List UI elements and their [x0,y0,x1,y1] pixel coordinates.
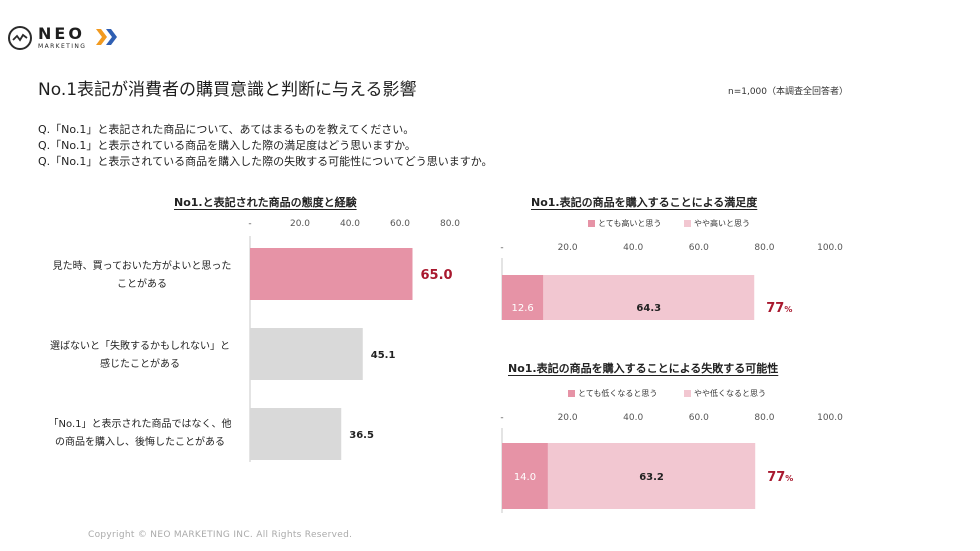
chart1-category-label: 選ばないと「失敗するかもしれない」と 感じたことがある [40,338,240,374]
chart3-tick-label: 20.0 [558,413,578,423]
chart3-bar-segment [547,443,756,509]
chart2-value-label: 64.3 [636,303,661,314]
logo-mark-icon [8,26,32,50]
chart3-bar-segment [502,443,548,509]
chart1-value-label: 36.5 [349,430,374,441]
chart3-tick-label: 60.0 [689,413,709,423]
chart2-tick-label: - [500,243,503,253]
chart2-legend-item: やや高いと思う [684,218,750,229]
chart3-tick-label: 40.0 [623,413,643,423]
chart2-tick-label: 80.0 [754,243,774,253]
company-logo: NEO MARKETING [8,24,118,54]
chart1-bar [250,248,413,300]
legend-label: とても高いと思う [598,219,662,228]
chart1-title: No1.と表記された商品の態度と経験 [174,196,357,209]
sample-size-note: n=1,000（本調査全回答者） [728,87,849,97]
chart3-tick-label: 80.0 [754,413,774,423]
chevron-arrows-icon [96,29,117,45]
chart1-tick-label: 60.0 [390,219,410,229]
chart1-tick-label: - [248,219,251,229]
chart1-bar [250,328,363,380]
chart2-tick-label: 100.0 [817,243,843,253]
chart2-total-value: 77 [766,301,784,316]
logo-name: NEO [38,24,85,43]
legend-label: とても低くなると思う [578,389,658,398]
chart1-category-label: 「No.1」と表示された商品ではなく、他 の商品を購入し、後悔したことがある [40,416,240,452]
legend-swatch [568,390,575,397]
question-1: Q.「No.1」と表記された商品について、あてはまるものを教えてください。 [38,123,415,136]
chart2-legend-item: とても高いと思う [588,218,661,229]
chart2-title: No1.表記の商品を購入することによる満足度 [531,196,758,209]
chart1-tick-label: 80.0 [440,219,460,229]
category-line: 「No.1」と表示された商品ではなく、他 [48,419,232,430]
chart1-value-label: 65.0 [421,268,453,283]
category-line: ことがある [117,279,167,290]
chart2-tick-label: 20.0 [558,243,578,253]
logo-subtitle: MARKETING [38,43,87,50]
chart1-value-label: 45.1 [371,350,396,361]
chart2-bar-segment [502,275,544,320]
chart2-total-unit: % [784,305,792,314]
chart1-plot: - 20.0 40.0 60.0 80.0 65.0 45.1 36.5 [248,219,460,462]
chart2-tick-label: 40.0 [623,243,643,253]
chart3-title: No1.表記の商品を購入することによる失敗する可能性 [508,362,779,375]
chart3-legend-item: とても低くなると思う [568,388,657,399]
chart1-tick-label: 20.0 [290,219,310,229]
chart2-bar-segment [543,275,755,320]
chart2-tick-label: 60.0 [689,243,709,253]
legend-label: やや高いと思う [694,219,750,228]
chart2-plot: - 20.0 40.0 60.0 80.0 100.0 12.6 64.3 77% [500,243,843,320]
copyright-text: Copyright © NEO MARKETING INC. All Right… [88,530,353,540]
page-title: No.1表記が消費者の購買意識と判断に与える影響 [38,80,417,100]
question-3: Q.「No.1」と表示されている商品を購入した際の失敗する可能性についてどう思い… [38,155,493,168]
chart3-tick-label: - [500,413,503,423]
chart3-legend-item: やや低くなると思う [684,388,766,399]
chart2-value-label: 12.6 [512,303,534,314]
question-2: Q.「No.1」と表示されている商品を購入した際の満足度はどう思いますか。 [38,139,416,152]
category-line: の商品を購入し、後悔したことがある [55,437,225,448]
category-line: 感じたことがある [100,359,180,370]
chart3-tick-label: 100.0 [817,413,843,423]
chart3-value-label: 63.2 [639,472,664,483]
chart3-total-label: 77% [767,470,793,485]
chart3-total-value: 77 [767,470,785,485]
chart2-total-label: 77% [766,301,792,316]
chart1-tick-label: 40.0 [340,219,360,229]
category-line: 見た時、買っておいた方がよいと思った [52,261,232,272]
chart1-bar [250,408,342,460]
legend-label: やや低くなると思う [694,389,766,398]
legend-swatch [684,390,691,397]
legend-swatch [588,220,595,227]
chart1-category-label: 見た時、買っておいた方がよいと思った ことがある [42,258,242,294]
category-line: 選ばないと「失敗するかもしれない」と [50,341,230,352]
chart3-total-unit: % [785,474,793,483]
legend-swatch [684,220,691,227]
chart3-plot: - 20.0 40.0 60.0 80.0 100.0 14.0 63.2 77% [500,413,843,513]
chart3-value-label: 14.0 [514,472,536,483]
